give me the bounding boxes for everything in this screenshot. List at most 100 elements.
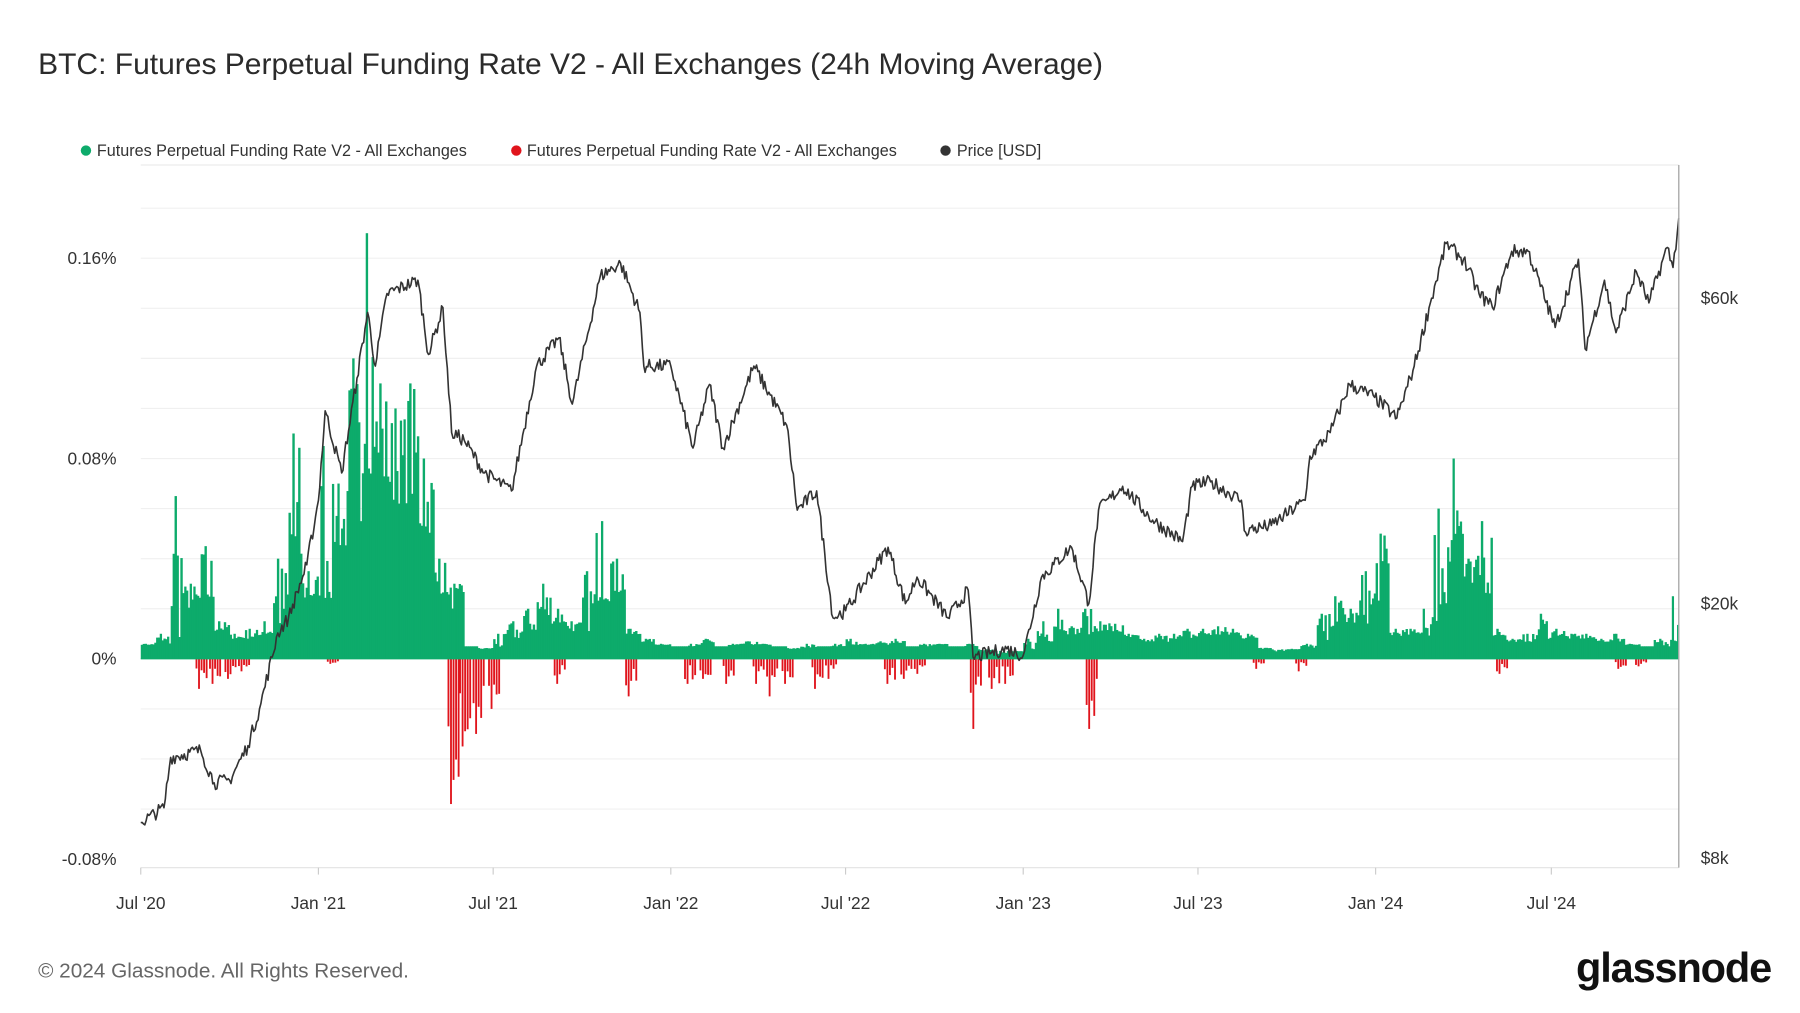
funding-bar-positive <box>580 622 583 659</box>
funding-bar-positive <box>186 590 189 659</box>
funding-bar-negative <box>488 658 490 686</box>
funding-bar-positive <box>700 643 704 659</box>
legend-item-funding-negative[interactable]: Futures Perpetual Funding Rate V2 - All … <box>510 141 897 159</box>
funding-bar-positive <box>280 568 284 659</box>
funding-bar-negative <box>1506 658 1509 669</box>
funding-bar-positive <box>960 646 963 659</box>
funding-bar-positive <box>1256 637 1259 659</box>
funding-bar-positive <box>1642 646 1645 659</box>
funding-bar-positive <box>1006 651 1010 659</box>
funding-bar-positive <box>1055 626 1058 659</box>
funding-bar-positive <box>314 579 318 659</box>
funding-bar-positive <box>1257 648 1261 659</box>
funding-bar-positive <box>1615 633 1618 659</box>
funding-bar-positive <box>1364 571 1367 659</box>
funding-bar-negative <box>1305 658 1308 666</box>
funding-bar-positive <box>1282 650 1286 659</box>
funding-bar-positive <box>398 503 401 659</box>
funding-bar-positive <box>714 646 717 659</box>
funding-bar-positive <box>720 646 723 659</box>
funding-bar-negative <box>1260 658 1263 664</box>
funding-bar-positive <box>1161 639 1164 659</box>
funding-bar-positive <box>1001 652 1004 659</box>
funding-bar-positive <box>750 644 753 659</box>
funding-bar-positive <box>237 636 240 659</box>
funding-bar-positive <box>1205 634 1209 659</box>
funding-bar-negative <box>784 658 786 684</box>
funding-bar-negative <box>200 658 203 671</box>
legend-item-funding-positive[interactable]: Futures Perpetual Funding Rate V2 - All … <box>80 141 467 159</box>
funding-bar-positive <box>458 583 462 659</box>
funding-bar-positive <box>1385 548 1388 659</box>
funding-bar-positive <box>1668 646 1671 659</box>
funding-bar-positive <box>1553 631 1556 659</box>
funding-bar-positive <box>1583 638 1586 659</box>
funding-bar-positive <box>989 649 992 659</box>
funding-bar-negative <box>635 658 638 681</box>
funding-bar-positive <box>918 644 922 659</box>
funding-bar-positive <box>1616 638 1620 659</box>
funding-bar-positive <box>165 639 168 659</box>
funding-bar-positive <box>633 631 636 659</box>
funding-bar-positive <box>757 644 761 659</box>
funding-bar-positive <box>1564 636 1568 659</box>
funding-bar-positive <box>278 623 282 659</box>
funding-bar-positive <box>695 644 698 659</box>
funding-bar-positive <box>443 562 447 659</box>
funding-bar-positive <box>214 630 217 659</box>
funding-bar-positive <box>1458 526 1461 659</box>
funding-bar-positive <box>1314 645 1318 659</box>
funding-bar-positive <box>1445 603 1448 659</box>
funding-bar-positive <box>513 637 517 659</box>
funding-bar-positive <box>1038 635 1041 659</box>
funding-bar-positive <box>991 649 994 659</box>
funding-bar-positive <box>451 608 454 659</box>
funding-bar-positive <box>1030 648 1034 659</box>
legend-item-price[interactable]: Price [USD] <box>940 141 1041 159</box>
funding-bar-positive <box>1334 596 1337 659</box>
funding-bar-positive <box>1502 634 1505 659</box>
funding-bar-positive <box>652 639 655 659</box>
funding-bar-positive <box>1229 632 1233 659</box>
funding-bar-positive <box>462 591 465 659</box>
funding-bar-positive <box>223 622 227 659</box>
funding-bar-positive <box>1539 613 1543 659</box>
funding-bar-negative <box>791 658 794 678</box>
funding-bar-positive <box>1638 644 1641 659</box>
funding-bar-positive <box>1585 633 1588 659</box>
funding-bar-negative <box>689 658 692 666</box>
funding-bar-positive <box>1044 636 1047 659</box>
funding-bar-positive <box>1131 634 1134 659</box>
funding-bar-positive <box>807 645 810 659</box>
funding-bar-positive <box>1370 604 1373 659</box>
funding-bar-positive <box>1142 638 1146 659</box>
funding-bar-negative <box>902 658 905 679</box>
funding-bar-positive <box>206 594 209 659</box>
funding-bar-negative <box>477 658 480 707</box>
funding-bar-positive <box>424 526 428 659</box>
funding-bar-negative <box>905 658 908 671</box>
funding-bar-positive <box>409 383 412 659</box>
funding-bar-positive <box>1129 637 1132 659</box>
funding-bar-positive <box>1428 635 1431 659</box>
funding-bar-positive <box>491 647 494 659</box>
funding-bar-positive <box>1034 642 1038 659</box>
funding-bar-positive <box>1655 642 1658 659</box>
funding-bar-positive <box>1480 521 1484 659</box>
funding-bar-positive <box>441 592 445 659</box>
funding-bar-positive <box>1045 634 1049 659</box>
chart-title: BTC: Futures Perpetual Funding Rate V2 -… <box>38 46 1104 81</box>
funding-bar-negative <box>1642 658 1645 662</box>
funding-bar-positive <box>832 645 835 659</box>
funding-bar-positive <box>326 560 329 659</box>
funding-bar-positive <box>623 589 626 659</box>
funding-bar-positive <box>159 633 163 659</box>
funding-bar-positive <box>1381 561 1384 659</box>
funding-bar-positive <box>1174 638 1178 659</box>
funding-bar-positive <box>1549 637 1552 659</box>
funding-bar-positive <box>1435 620 1438 659</box>
funding-bar-positive <box>642 641 646 659</box>
funding-bar-positive <box>1486 582 1490 659</box>
funding-bar-positive <box>161 640 164 659</box>
funding-bar-positive <box>894 638 897 659</box>
